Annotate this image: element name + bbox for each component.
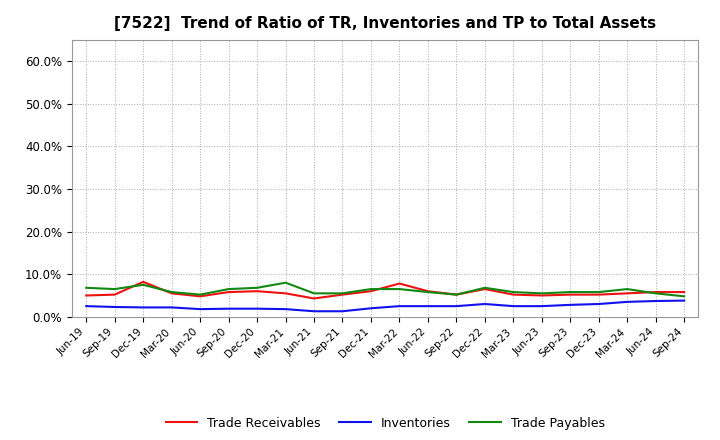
Trade Payables xyxy=(110,286,119,292)
Inventories xyxy=(680,298,688,303)
Trade Payables xyxy=(395,286,404,292)
Trade Receivables xyxy=(139,279,148,285)
Trade Receivables xyxy=(110,292,119,297)
Inventories xyxy=(480,301,489,307)
Inventories xyxy=(623,299,631,304)
Trade Receivables xyxy=(366,289,375,294)
Trade Payables xyxy=(595,290,603,295)
Inventories xyxy=(423,304,432,309)
Trade Receivables xyxy=(623,291,631,296)
Trade Receivables xyxy=(225,290,233,295)
Trade Payables xyxy=(338,291,347,296)
Trade Payables xyxy=(423,290,432,295)
Inventories xyxy=(253,306,261,312)
Inventories xyxy=(452,304,461,309)
Trade Receivables xyxy=(310,296,318,301)
Trade Payables xyxy=(82,285,91,290)
Trade Receivables xyxy=(452,292,461,297)
Trade Receivables xyxy=(395,281,404,286)
Inventories xyxy=(537,304,546,309)
Trade Payables xyxy=(139,282,148,287)
Inventories xyxy=(167,305,176,310)
Trade Receivables xyxy=(480,286,489,292)
Trade Receivables xyxy=(652,290,660,295)
Trade Receivables xyxy=(253,289,261,294)
Inventories xyxy=(282,307,290,312)
Legend: Trade Receivables, Inventories, Trade Payables: Trade Receivables, Inventories, Trade Pa… xyxy=(161,412,610,435)
Trade Payables xyxy=(310,291,318,296)
Trade Payables xyxy=(652,291,660,296)
Title: [7522]  Trend of Ratio of TR, Inventories and TP to Total Assets: [7522] Trend of Ratio of TR, Inventories… xyxy=(114,16,656,32)
Line: Inventories: Inventories xyxy=(86,301,684,311)
Trade Payables xyxy=(196,292,204,297)
Trade Payables xyxy=(282,280,290,285)
Trade Receivables xyxy=(566,292,575,297)
Trade Payables xyxy=(366,286,375,292)
Trade Payables xyxy=(225,286,233,292)
Trade Receivables xyxy=(196,293,204,299)
Inventories xyxy=(595,301,603,307)
Inventories xyxy=(566,302,575,308)
Trade Payables xyxy=(253,285,261,290)
Inventories xyxy=(366,306,375,311)
Trade Payables xyxy=(509,290,518,295)
Inventories xyxy=(139,305,148,310)
Trade Payables xyxy=(680,293,688,299)
Trade Payables xyxy=(480,285,489,290)
Inventories xyxy=(110,304,119,310)
Inventories xyxy=(652,298,660,304)
Trade Receivables xyxy=(537,293,546,298)
Trade Receivables xyxy=(595,292,603,297)
Trade Receivables xyxy=(423,289,432,294)
Trade Receivables xyxy=(680,290,688,295)
Inventories xyxy=(509,304,518,309)
Inventories xyxy=(225,306,233,312)
Trade Receivables xyxy=(82,293,91,298)
Inventories xyxy=(196,307,204,312)
Line: Trade Payables: Trade Payables xyxy=(86,282,684,296)
Trade Receivables xyxy=(282,291,290,296)
Inventories xyxy=(310,308,318,314)
Inventories xyxy=(395,304,404,309)
Trade Payables xyxy=(623,286,631,292)
Line: Trade Receivables: Trade Receivables xyxy=(86,282,684,298)
Inventories xyxy=(82,304,91,309)
Trade Payables xyxy=(167,290,176,295)
Trade Receivables xyxy=(167,291,176,296)
Trade Payables xyxy=(566,290,575,295)
Trade Receivables xyxy=(338,292,347,297)
Trade Receivables xyxy=(509,292,518,297)
Trade Payables xyxy=(452,292,461,297)
Trade Payables xyxy=(537,291,546,296)
Inventories xyxy=(338,308,347,314)
